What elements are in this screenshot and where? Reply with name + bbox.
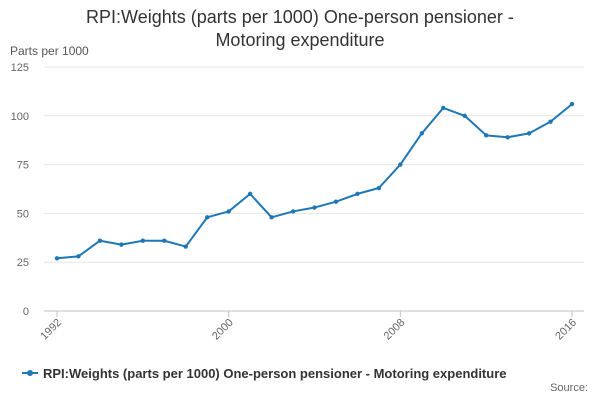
- data-point[interactable]: [205, 215, 210, 220]
- data-point[interactable]: [376, 185, 382, 191]
- y-axis-ticks: 0 25 50 75 100 125: [11, 62, 29, 318]
- chart-title-line-1: RPI:Weights (parts per 1000) One-person …: [86, 7, 514, 27]
- data-point[interactable]: [569, 101, 575, 107]
- data-point[interactable]: [312, 205, 317, 210]
- y-tick-label: 125: [11, 62, 29, 74]
- x-tick-label: 2008: [382, 317, 408, 343]
- data-point[interactable]: [505, 135, 510, 140]
- y-tick-label: 0: [23, 306, 29, 318]
- data-point[interactable]: [355, 191, 360, 197]
- legend-label: RPI:Weights (parts per 1000) One-person …: [43, 365, 507, 381]
- data-point[interactable]: [54, 256, 60, 261]
- y-tick-label: 25: [17, 257, 29, 269]
- data-point[interactable]: [290, 209, 296, 214]
- data-point[interactable]: [462, 113, 467, 119]
- data-point[interactable]: [119, 242, 124, 247]
- chart-title: RPI:Weights (parts per 1000) One-person …: [0, 6, 600, 52]
- series-group: [54, 101, 575, 261]
- y-tick-label: 75: [17, 160, 29, 172]
- legend-swatch: [22, 368, 38, 378]
- data-point[interactable]: [183, 244, 188, 249]
- data-point[interactable]: [162, 238, 167, 243]
- data-point[interactable]: [526, 131, 532, 136]
- data-point[interactable]: [269, 215, 274, 220]
- data-point[interactable]: [333, 199, 339, 204]
- x-axis-ticks: 1992 2000 2008 2016: [38, 311, 579, 342]
- data-point[interactable]: [548, 119, 553, 124]
- data-point[interactable]: [441, 105, 446, 111]
- y-tick-label: 100: [11, 111, 29, 123]
- data-point[interactable]: [419, 131, 424, 136]
- series-line: [56, 103, 573, 260]
- data-point[interactable]: [247, 191, 253, 197]
- data-point[interactable]: [97, 238, 103, 243]
- data-point[interactable]: [140, 238, 146, 243]
- x-tick-label: 2000: [210, 317, 236, 343]
- x-tick-label: 2016: [553, 317, 579, 343]
- data-point[interactable]: [483, 133, 489, 138]
- legend-swatch-marker: [27, 370, 33, 376]
- chart-title-line-2: Motoring expenditure: [215, 30, 385, 50]
- data-point[interactable]: [398, 162, 403, 167]
- y-tick-label: 50: [17, 208, 29, 220]
- source-label: Source:: [550, 382, 588, 394]
- x-tick-label: 1992: [38, 317, 64, 343]
- data-point[interactable]: [76, 254, 81, 259]
- legend[interactable]: RPI:Weights (parts per 1000) One-person …: [22, 364, 507, 382]
- y-axis-label: Parts per 1000: [10, 44, 89, 58]
- data-point[interactable]: [226, 209, 231, 214]
- gridlines: [44, 66, 584, 263]
